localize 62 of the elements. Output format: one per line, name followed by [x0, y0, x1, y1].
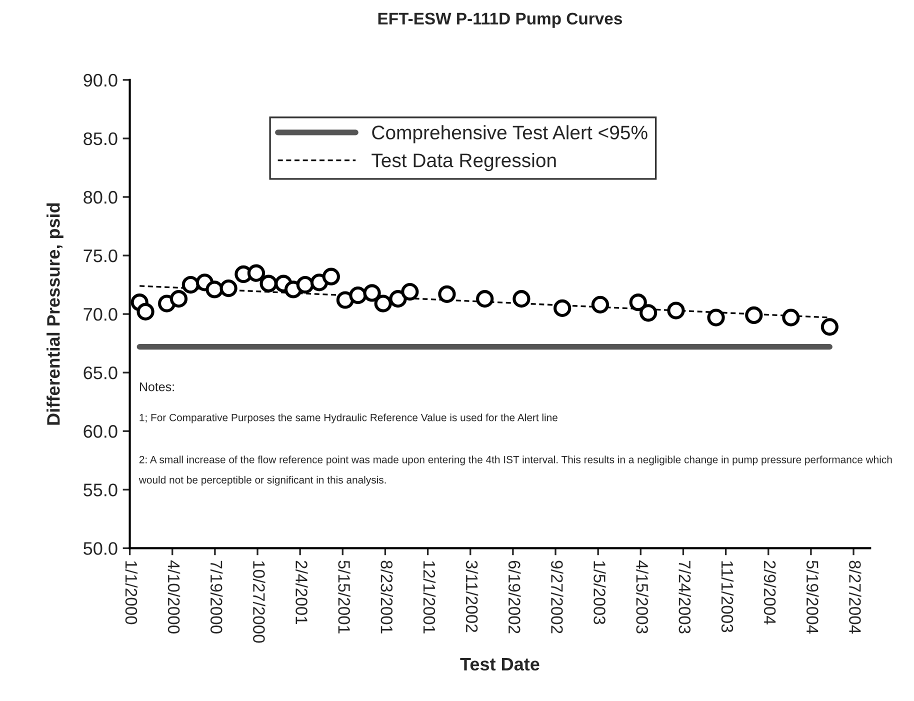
y-axis-title: Differential Pressure, psid [46, 203, 64, 425]
point [363, 284, 381, 302]
x-tick-label: 5/19/2004 [806, 560, 819, 634]
point [512, 290, 530, 308]
x-tick-label: 1/1/2000 [125, 561, 138, 624]
point [640, 304, 658, 322]
x-tick-label: 7/19/2000 [210, 560, 223, 634]
point [438, 285, 456, 303]
point [707, 308, 725, 326]
x-tick-label: 12/1/2001 [423, 561, 436, 634]
point [389, 290, 407, 308]
point [554, 299, 572, 318]
legend-label: Comprehensive Test Alert <95% [372, 125, 648, 144]
x-tick-label: 2/9/2004 [764, 560, 776, 624]
point [322, 268, 340, 286]
annotation: 2: A small increase of the flow reference point was made upon entering the 4th IST interval. This results in a negligible change in pump pressure performance which would not be perceptible or significant in this analysis. [138, 456, 892, 486]
y-tick-label: 60.0 [84, 425, 118, 438]
x-tick-label: 1/5/2003 [594, 561, 606, 624]
point [206, 280, 224, 298]
x-tick-label: 11/1/2003 [721, 561, 734, 632]
x-tick-label: 2/4/2001 [296, 560, 308, 624]
y-tick-label: 80.0 [84, 190, 118, 204]
point [170, 290, 188, 308]
x-axis-title: Test Date [460, 658, 540, 671]
point [476, 290, 494, 308]
x-tick-label: 6/19/2002 [508, 560, 521, 634]
y-tick-label: 70.0 [84, 308, 118, 321]
point [336, 291, 354, 309]
y-tick-label: 55.0 [84, 484, 118, 496]
point [782, 308, 800, 326]
x-tick-label: 10/27/2000 [253, 561, 266, 643]
x-tick-label: 8/27/2004 [849, 560, 862, 634]
point [136, 302, 154, 321]
x-tick-label: 8/23/2001 [380, 560, 393, 634]
point [349, 286, 367, 304]
x-tick-label: 9/27/2002 [551, 560, 564, 634]
point [629, 294, 647, 312]
x-tick-label: 4/10/2000 [168, 560, 180, 634]
y-tick-label: 50.0 [84, 542, 118, 555]
point [374, 294, 392, 312]
chart-title: EFT-ESW P-111D Pump Curves [378, 12, 622, 28]
point [820, 318, 838, 336]
point [247, 264, 266, 282]
y-tick-label: 65.0 [84, 366, 118, 380]
y-tick-label: 90.0 [84, 74, 118, 87]
point [401, 282, 419, 301]
x-tick-label: 3/11/2002 [466, 560, 478, 632]
point [591, 296, 610, 314]
point [182, 276, 200, 294]
x-tick-label: 7/24/2003 [678, 560, 691, 634]
point [220, 279, 238, 298]
x-tick-label: 4/15/2003 [636, 560, 648, 634]
y-tick-label: 75.0 [84, 249, 118, 262]
point [260, 274, 278, 292]
point [667, 302, 685, 320]
point [745, 306, 763, 324]
x-tick-label: 5/15/2001 [338, 560, 350, 634]
annotation: 1; For Comparative Purposes the same Hydraulic Reference Value is used for the Alert line [140, 414, 558, 424]
y-tick-label: 85.0 [84, 132, 118, 146]
point [296, 276, 314, 294]
annotation: Notes: [140, 382, 174, 392]
legend-label: Test Data Regression [372, 153, 556, 172]
